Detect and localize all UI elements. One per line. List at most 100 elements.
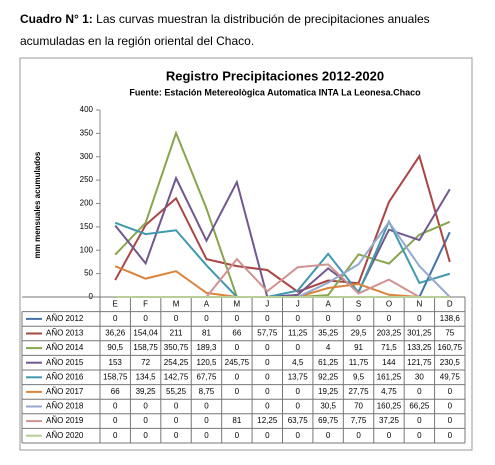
- table-value: 0: [295, 402, 300, 411]
- table-value: 0: [448, 402, 453, 411]
- table-value: 30,5: [320, 402, 336, 411]
- table-value: 57,75: [257, 329, 278, 338]
- x-tick-label: S: [356, 299, 361, 308]
- table-value: 0: [387, 314, 392, 323]
- table-value: 35,25: [318, 329, 339, 338]
- y-tick-label: 300: [80, 152, 94, 161]
- table-value: 12,25: [257, 416, 278, 425]
- table-value: 69,75: [318, 416, 339, 425]
- table-value: 4: [326, 343, 331, 352]
- table-value: 29,5: [351, 329, 367, 338]
- table-value: 0: [356, 314, 361, 323]
- table-value: 0: [204, 402, 209, 411]
- legend-label: AÑO 2012: [46, 314, 84, 323]
- y-tick-label: 250: [80, 175, 94, 184]
- table-value: 133,25: [407, 343, 432, 352]
- table-value: 7,75: [351, 416, 367, 425]
- table-value: 66: [232, 329, 241, 338]
- table-value: 0: [204, 314, 209, 323]
- table-value: 0: [326, 431, 331, 440]
- series-line: [114, 219, 451, 298]
- table-value: 4,75: [381, 387, 397, 396]
- table-value: 0: [448, 431, 453, 440]
- chart-title: Registro Precipitaciones 2012-2020: [166, 68, 384, 83]
- table-value: 0: [417, 431, 422, 440]
- x-tick-label: J: [296, 299, 300, 308]
- table-value: 211: [170, 329, 183, 338]
- x-tick-label: O: [386, 299, 392, 308]
- table-value: 11,75: [349, 358, 369, 367]
- table-value: 11,25: [288, 329, 308, 338]
- y-tick-label: 50: [84, 269, 93, 278]
- table-value: 70: [354, 402, 363, 411]
- table-value: 0: [143, 431, 148, 440]
- x-tick-label: F: [143, 299, 148, 308]
- table-value: 19,25: [318, 387, 339, 396]
- table-value: 0: [265, 431, 270, 440]
- table-value: 30: [415, 372, 424, 381]
- legend-label: AÑO 2015: [46, 358, 84, 367]
- table-value: 0: [113, 314, 118, 323]
- table-value: 75: [445, 329, 454, 338]
- table-value: 120,5: [196, 358, 217, 367]
- legend-label: AÑO 2019: [46, 416, 84, 425]
- table-value: 154,04: [133, 329, 158, 338]
- table-value: 245,75: [225, 358, 250, 367]
- table-value: 0: [235, 372, 240, 381]
- table-value: 91: [354, 343, 363, 352]
- table-value: 72: [141, 358, 150, 367]
- x-tick-label: M: [173, 299, 180, 308]
- table-value: 134,5: [136, 372, 157, 381]
- legend-label: AÑO 2020: [46, 431, 84, 440]
- table-value: 138,6: [440, 314, 461, 323]
- x-tick-label: A: [204, 299, 210, 308]
- table-value: 0: [113, 416, 118, 425]
- x-tick-label: J: [265, 299, 269, 308]
- table-value: 66,25: [409, 402, 430, 411]
- table-value: 63,75: [288, 416, 309, 425]
- table-value: 13,75: [288, 372, 309, 381]
- y-axis-label: mm mensuales acumulados: [33, 151, 42, 258]
- legend-label: AÑO 2017: [46, 387, 84, 396]
- table-value: 71,5: [381, 343, 397, 352]
- table-value: 203,25: [377, 329, 402, 338]
- table-value: 0: [265, 358, 270, 367]
- table-value: 0: [265, 343, 270, 352]
- caption-label: Cuadro N° 1:: [20, 12, 93, 26]
- table-value: 0: [113, 402, 118, 411]
- table-value: 0: [417, 416, 422, 425]
- table-value: 254,25: [164, 358, 189, 367]
- table-value: 0: [204, 416, 209, 425]
- table-value: 0: [174, 431, 179, 440]
- table-value: 55,25: [166, 387, 187, 396]
- table-value: 160,75: [438, 343, 463, 352]
- table-value: 39,25: [136, 387, 157, 396]
- legend-label: AÑO 2018: [46, 402, 84, 411]
- table-value: 36,26: [105, 329, 126, 338]
- table-value: 27,75: [349, 387, 370, 396]
- table-value: 0: [265, 372, 270, 381]
- legend-label: AÑO 2014: [46, 343, 84, 352]
- table-value: 0: [295, 343, 300, 352]
- y-tick-label: 200: [80, 199, 94, 208]
- y-tick-label: 150: [80, 222, 94, 231]
- table-value: 61,25: [318, 358, 339, 367]
- x-tick-label: E: [113, 299, 118, 308]
- table-value: 0: [265, 402, 270, 411]
- table-value: 0: [295, 387, 300, 396]
- table-value: 0: [326, 314, 331, 323]
- table-value: 0: [204, 431, 209, 440]
- table-value: 37,25: [379, 416, 400, 425]
- x-tick-label: N: [416, 299, 422, 308]
- table-value: 4,5: [292, 358, 304, 367]
- table-value: 0: [295, 431, 300, 440]
- x-tick-label: A: [325, 299, 331, 308]
- table-value: 160,25: [377, 402, 402, 411]
- table-value: 66: [111, 387, 120, 396]
- y-tick-label: 100: [80, 245, 94, 254]
- table-value: 161,25: [377, 372, 402, 381]
- table-value: 153: [109, 358, 123, 367]
- table-value: 49,75: [440, 372, 461, 381]
